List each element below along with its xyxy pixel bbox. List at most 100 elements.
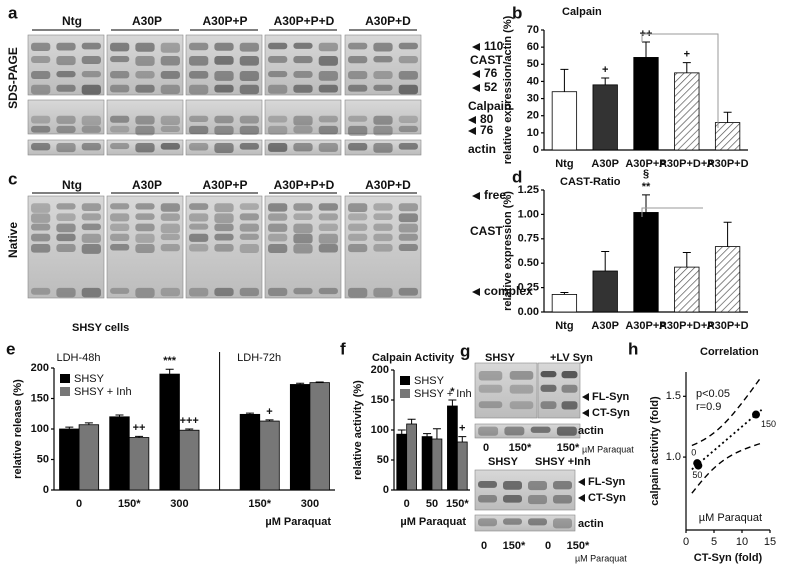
blot-band bbox=[160, 71, 180, 79]
blot-band bbox=[348, 84, 368, 92]
point bbox=[752, 410, 760, 419]
blot-band bbox=[478, 371, 503, 381]
panel-letter: g bbox=[460, 341, 470, 360]
y-tick-label: 1.25 bbox=[518, 184, 539, 196]
blot-band bbox=[56, 56, 76, 66]
bar bbox=[674, 72, 700, 151]
blot-band bbox=[318, 213, 338, 221]
blot-band bbox=[348, 203, 368, 213]
blot-band bbox=[373, 125, 393, 136]
blot-band bbox=[239, 71, 259, 81]
y-tick-label: 50 bbox=[527, 58, 539, 70]
bar bbox=[714, 246, 741, 313]
blot-band bbox=[31, 125, 51, 133]
error-bar bbox=[115, 414, 124, 417]
bar bbox=[674, 266, 700, 313]
bar bbox=[259, 420, 280, 491]
blot-band bbox=[160, 233, 180, 241]
blot-band bbox=[561, 371, 578, 379]
blot-band bbox=[81, 115, 101, 126]
blot-band bbox=[293, 244, 313, 254]
annotation: * bbox=[450, 386, 455, 398]
blot-band bbox=[318, 287, 338, 295]
annotation: + bbox=[266, 406, 272, 418]
group-label: A30P bbox=[132, 178, 162, 192]
blot-band bbox=[373, 115, 393, 125]
y-tick-label: 0.75 bbox=[518, 233, 539, 245]
blot-band bbox=[268, 143, 288, 152]
group-label: A30P+D bbox=[365, 178, 411, 192]
blot-band bbox=[110, 42, 130, 52]
x-tick-label: A30P+D+P bbox=[659, 158, 715, 170]
blot-band bbox=[398, 56, 418, 64]
blot-band bbox=[31, 115, 51, 124]
blot-band bbox=[56, 213, 76, 222]
blot-band bbox=[135, 125, 155, 136]
y-axis-label: relative expression (%) bbox=[502, 191, 514, 311]
blot-band bbox=[110, 115, 130, 123]
y-tick-label: 200 bbox=[31, 362, 49, 374]
bar bbox=[551, 294, 578, 313]
blot-band bbox=[110, 71, 130, 79]
y-tick-label: 150 bbox=[31, 392, 49, 404]
error-bar bbox=[560, 291, 569, 295]
group-label: A30P+D bbox=[365, 14, 411, 28]
blots bbox=[27, 29, 581, 532]
bar bbox=[456, 441, 468, 491]
y-tick-label: 1.00 bbox=[518, 208, 539, 220]
blot-band bbox=[110, 244, 130, 251]
blot-band bbox=[160, 143, 180, 150]
blot-band bbox=[293, 125, 313, 134]
blot-band bbox=[348, 143, 368, 151]
blot-band bbox=[160, 115, 180, 126]
blot-band bbox=[135, 223, 155, 232]
x-tick-label: 0 bbox=[76, 498, 82, 510]
chart-title: Calpain Activity bbox=[372, 352, 455, 364]
bar bbox=[447, 405, 458, 491]
error-bar bbox=[642, 194, 650, 213]
error-bar bbox=[423, 433, 432, 437]
blot-band bbox=[528, 481, 547, 491]
blot-band bbox=[318, 71, 338, 81]
blot-band bbox=[293, 203, 313, 211]
blot-band bbox=[110, 56, 130, 63]
blot-band bbox=[81, 244, 101, 254]
blot-band bbox=[160, 244, 180, 252]
legend-swatch bbox=[60, 387, 70, 396]
blot bbox=[474, 362, 538, 419]
blot-band bbox=[189, 42, 209, 51]
panel-letter: d bbox=[512, 167, 522, 186]
blot-band bbox=[81, 143, 101, 151]
annotation: + bbox=[684, 48, 690, 60]
panel-letter: f bbox=[340, 339, 346, 358]
blot-band bbox=[135, 56, 155, 66]
blot-band bbox=[31, 84, 51, 95]
blot-band bbox=[239, 213, 259, 221]
point-label: 50 bbox=[692, 470, 702, 480]
blot-band bbox=[31, 143, 51, 151]
blot-band bbox=[268, 42, 288, 50]
bar bbox=[289, 384, 311, 491]
group-label: A30P+P+D bbox=[274, 14, 335, 28]
blot-band bbox=[81, 213, 101, 221]
bar bbox=[421, 436, 433, 491]
x-tick-label: 0 bbox=[683, 536, 689, 548]
legend-label: SHSY + Inh bbox=[414, 388, 472, 400]
blot-band bbox=[160, 56, 180, 66]
blot-band bbox=[239, 115, 259, 124]
blot-band bbox=[214, 213, 234, 224]
blot-band bbox=[31, 213, 51, 223]
blot bbox=[474, 514, 576, 532]
blot-band bbox=[81, 42, 101, 50]
y-tick-label: 1.0 bbox=[666, 451, 681, 463]
blot-band bbox=[293, 71, 313, 78]
significance-bracket bbox=[641, 33, 719, 128]
panel-letter: e bbox=[6, 339, 15, 358]
y-tick-label: 0.25 bbox=[518, 282, 539, 294]
x-tick-label: 0 bbox=[404, 498, 410, 510]
blot-band bbox=[110, 143, 130, 150]
blot-band bbox=[373, 223, 393, 231]
group-label: A30P+P bbox=[202, 14, 247, 28]
blot-band bbox=[398, 213, 418, 223]
blot bbox=[106, 99, 184, 135]
